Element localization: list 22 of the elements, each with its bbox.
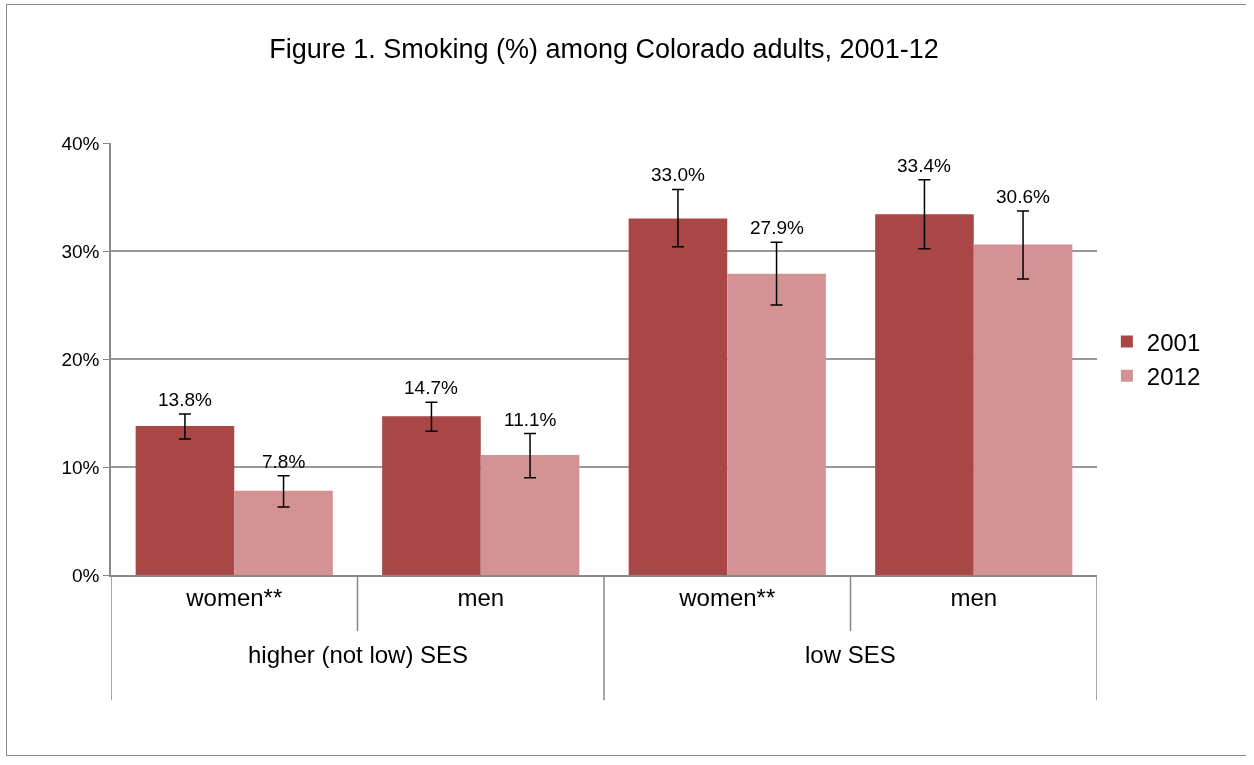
x-tick-label: men [950,583,998,611]
data-label: 33.0% [651,164,705,185]
legend-label: 2001 [1146,328,1201,356]
y-tick-label: 40% [61,132,100,154]
data-label: 11.1% [504,409,557,430]
data-label: 14.7% [404,377,458,398]
chart-title: Figure 1. Smoking (%) among Colorado adults, 2001-12 [269,33,939,64]
data-label: 27.9% [750,217,804,238]
x-tick-label: women** [185,583,283,611]
y-tick-label: 10% [61,456,100,478]
text: higher (not low) SES [248,641,469,668]
y-tick-label: 0% [71,564,100,586]
y-tick-label: 30% [61,240,100,262]
legend-label: 2012 [1146,363,1201,391]
y-tick-label: 20% [61,348,100,370]
data-label: 33.4% [897,155,951,176]
x-tick-label: women** [678,583,776,611]
data-label: 13.8% [158,389,212,410]
text: low SES [805,641,896,668]
x-tick-label: men [457,583,505,611]
data-label: 7.8% [262,451,306,472]
data-label: 30.6% [996,186,1050,207]
